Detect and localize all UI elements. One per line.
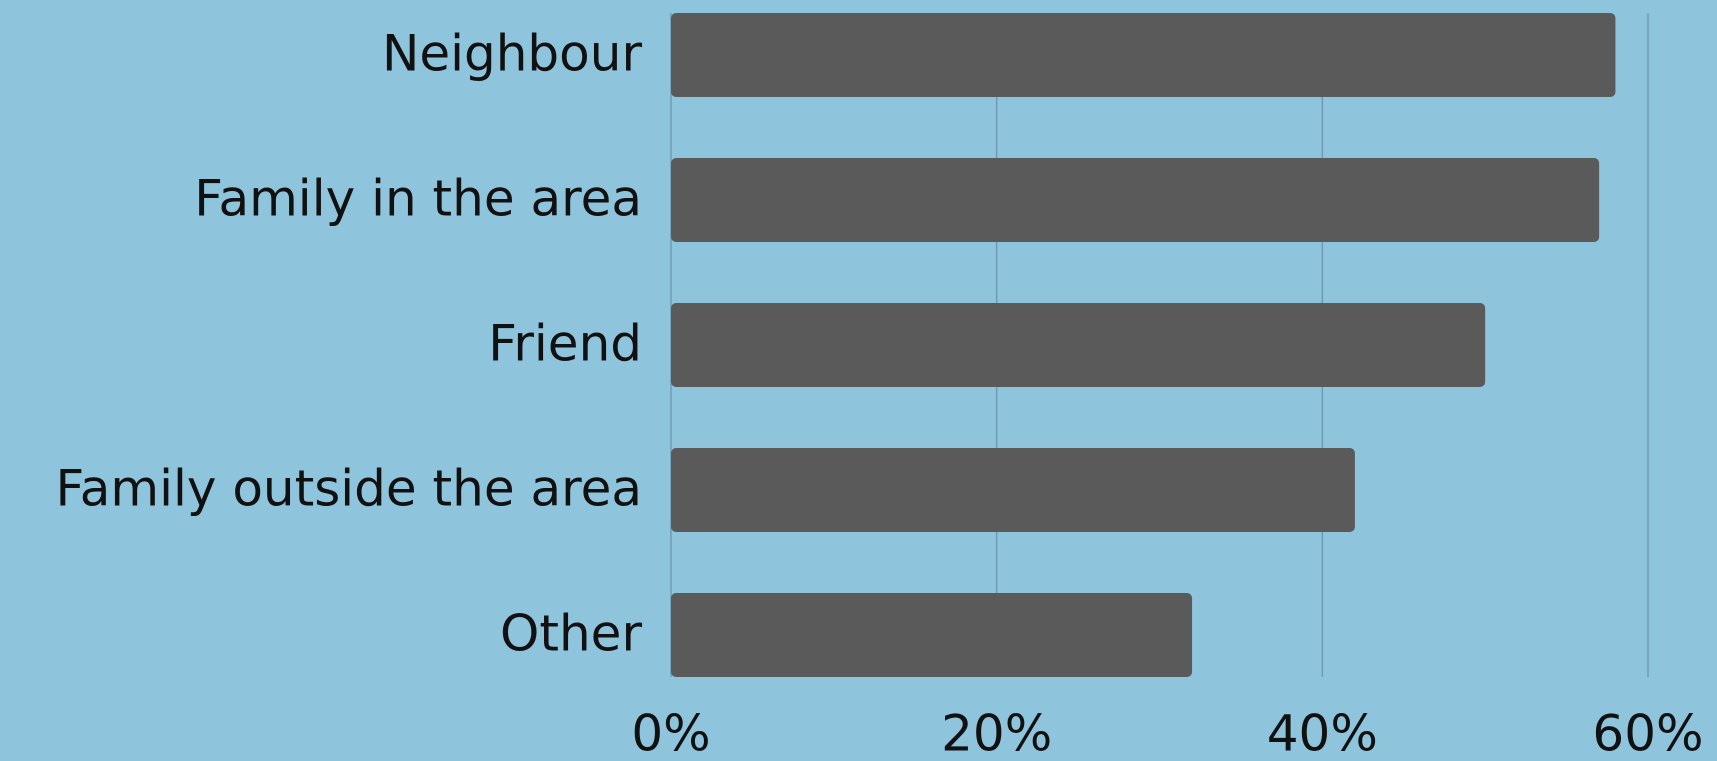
y-tick-label: Other (500, 605, 642, 663)
y-tick-label: Family in the area (194, 170, 642, 228)
bar (671, 13, 1616, 97)
bar (671, 448, 1355, 532)
x-tick-label: 60% (1592, 705, 1703, 761)
y-tick-label: Friend (488, 315, 642, 373)
bar (671, 303, 1486, 387)
bar (671, 593, 1193, 677)
x-tick-label: 20% (941, 705, 1052, 761)
bar (671, 158, 1600, 242)
y-tick-label: Neighbour (382, 25, 643, 83)
y-tick-label: Family outside the area (56, 460, 642, 518)
x-tick-label: 40% (1267, 705, 1378, 761)
x-tick-label: 0% (631, 705, 710, 761)
